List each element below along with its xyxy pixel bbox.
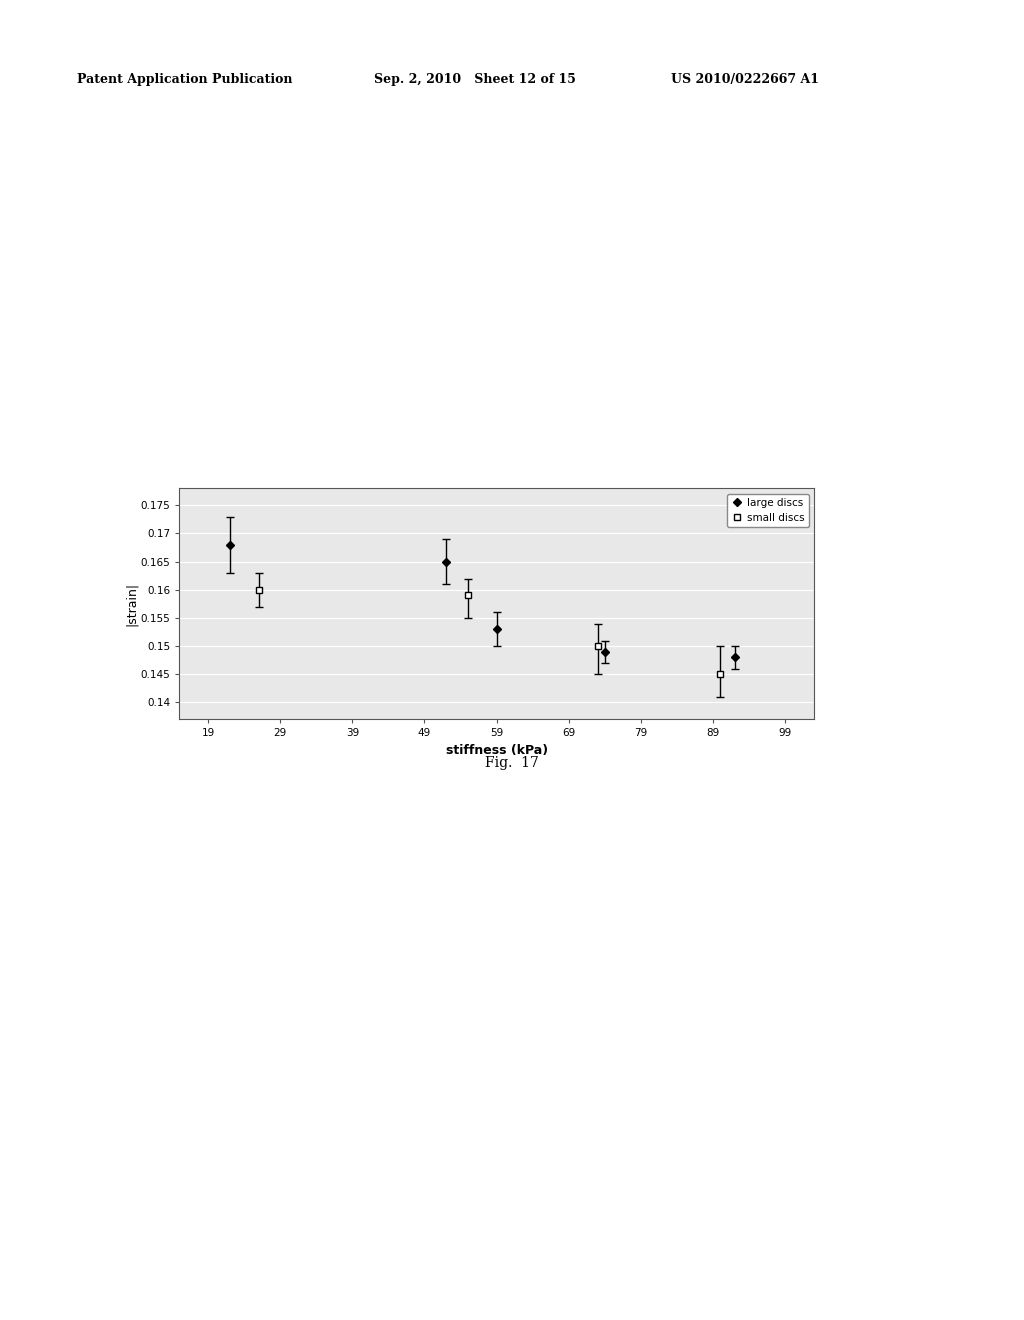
- Text: US 2010/0222667 A1: US 2010/0222667 A1: [671, 73, 819, 86]
- Legend: large discs, small discs: large discs, small discs: [727, 494, 809, 527]
- Text: Fig.  17: Fig. 17: [485, 756, 539, 771]
- Y-axis label: |strain|: |strain|: [125, 582, 137, 626]
- Text: Sep. 2, 2010   Sheet 12 of 15: Sep. 2, 2010 Sheet 12 of 15: [374, 73, 575, 86]
- X-axis label: stiffness (kPa): stiffness (kPa): [445, 744, 548, 756]
- Text: Patent Application Publication: Patent Application Publication: [77, 73, 292, 86]
